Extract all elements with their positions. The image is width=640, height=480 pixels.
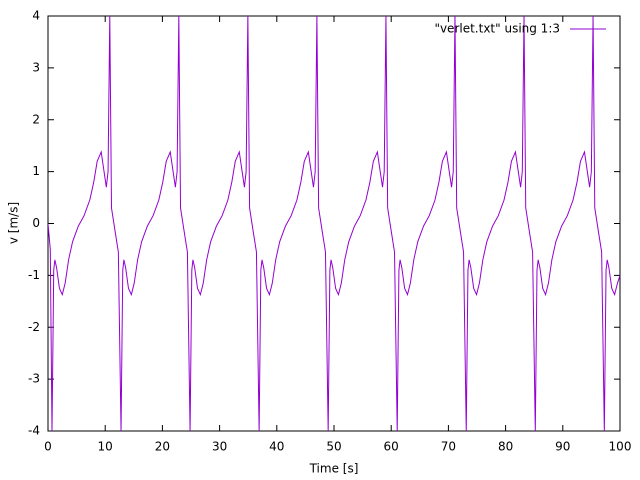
data-line <box>48 16 620 431</box>
y-tick-label: 2 <box>32 112 40 126</box>
y-tick-label: 1 <box>32 164 40 178</box>
y-tick-label: -3 <box>28 372 40 386</box>
y-tick-label: 0 <box>32 216 40 230</box>
y-tick-label: 4 <box>32 9 40 23</box>
x-tick-label: 40 <box>269 440 284 454</box>
x-tick-label: 30 <box>212 440 227 454</box>
x-tick-label: 70 <box>441 440 456 454</box>
plot-area <box>48 16 620 431</box>
x-tick-label: 10 <box>98 440 113 454</box>
legend-label: "verlet.txt" using 1:3 <box>434 22 560 36</box>
x-tick-label: 80 <box>498 440 513 454</box>
y-tick-label: -1 <box>28 268 40 282</box>
x-tick-label: 20 <box>155 440 170 454</box>
y-tick-label: -4 <box>28 424 40 438</box>
x-tick-label: 90 <box>555 440 570 454</box>
y-tick-label: 3 <box>32 60 40 74</box>
y-axis-label: v [m/s] <box>7 202 21 244</box>
x-tick-label: 0 <box>44 440 52 454</box>
x-axis-label: Time [s] <box>309 462 359 476</box>
y-tick-label: -2 <box>28 320 40 334</box>
x-tick-label: 50 <box>326 440 341 454</box>
x-tick-label: 100 <box>609 440 632 454</box>
x-tick-label: 60 <box>384 440 399 454</box>
